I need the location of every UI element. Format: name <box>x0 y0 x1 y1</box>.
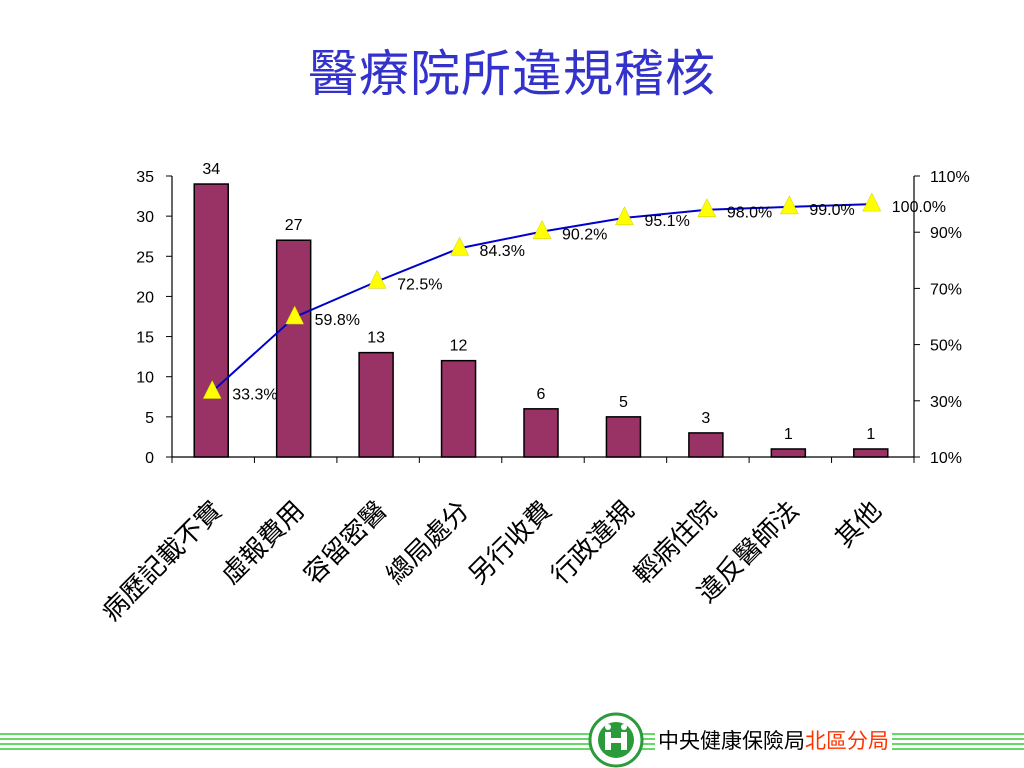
x-category-label: 總局處分 <box>381 496 476 591</box>
bar <box>193 183 229 458</box>
bar-data-label: 6 <box>537 386 546 403</box>
bar-data-label: 1 <box>866 426 875 443</box>
y-left-tick-label: 25 <box>136 249 154 266</box>
bar-data-label: 5 <box>619 394 628 411</box>
y-left-tick-label: 35 <box>136 169 154 186</box>
cumulative-marker <box>285 305 305 325</box>
y-left-tick-label: 10 <box>136 370 154 387</box>
cumulative-marker <box>779 195 799 215</box>
bar <box>605 416 642 458</box>
cumulative-marker <box>450 236 469 256</box>
y-right-tick-label: 70% <box>930 281 962 298</box>
bar-data-label: 13 <box>367 330 385 347</box>
cumulative-marker <box>862 192 882 212</box>
y-right-tick-label: 110% <box>930 169 970 186</box>
bar-data-label: 12 <box>450 338 468 355</box>
x-category-label: 行政違規 <box>546 496 641 591</box>
bar <box>275 239 312 458</box>
bar-data-label: 27 <box>285 217 303 234</box>
x-category-label: 容留密醫 <box>298 496 393 591</box>
cumulative-data-label: 98.0% <box>727 205 772 222</box>
bar <box>688 432 724 458</box>
y-left-tick-label: 30 <box>136 209 154 226</box>
cumulative-marker <box>367 269 387 289</box>
cumulative-data-label: 90.2% <box>562 227 607 244</box>
bar-data-label: 3 <box>701 410 710 427</box>
x-category-label: 病歷記載不實 <box>97 496 229 628</box>
x-category-label: 虛報費用 <box>216 496 311 591</box>
cumulative-marker <box>532 220 552 239</box>
x-category-label: 其他 <box>830 496 888 554</box>
bar <box>853 448 889 458</box>
y-left-tick-label: 0 <box>145 450 154 467</box>
cumulative-data-label: 84.3% <box>480 243 525 260</box>
cumulative-data-label: 59.8% <box>315 312 360 329</box>
bar <box>770 448 807 458</box>
y-right-tick-label: 30% <box>930 394 962 411</box>
cumulative-data-label: 72.5% <box>397 276 442 293</box>
cumulative-data-label: 95.1% <box>644 213 689 230</box>
footer-accent-text: 北區分局 <box>805 729 889 753</box>
cumulative-marker <box>615 206 634 226</box>
footer-main-text: 中央健康保險局 <box>658 729 805 753</box>
y-right-tick-label: 50% <box>930 338 962 355</box>
cumulative-data-label: 99.0% <box>809 202 854 219</box>
bar-data-label: 1 <box>784 426 793 443</box>
bar-data-label: 34 <box>202 161 220 178</box>
cumulative-data-label: 100.0% <box>892 199 946 216</box>
x-category-label: 另行收費 <box>463 496 558 591</box>
cumulative-marker <box>202 379 222 399</box>
bar <box>523 408 559 458</box>
y-left-tick-label: 15 <box>136 330 154 347</box>
y-left-tick-label: 5 <box>145 410 154 427</box>
bar <box>358 351 394 458</box>
y-left-tick-label: 20 <box>136 289 154 306</box>
bar <box>440 359 477 458</box>
cumulative-marker <box>697 198 717 217</box>
y-right-tick-label: 90% <box>930 225 962 242</box>
y-right-tick-label: 10% <box>930 450 962 467</box>
slide-title: 醫療院所違規稽核 <box>308 45 716 103</box>
footer-organization: 中央健康保險局北區分局 <box>655 725 892 755</box>
cumulative-data-label: 33.3% <box>232 387 277 404</box>
nhi-logo-icon <box>588 712 644 768</box>
